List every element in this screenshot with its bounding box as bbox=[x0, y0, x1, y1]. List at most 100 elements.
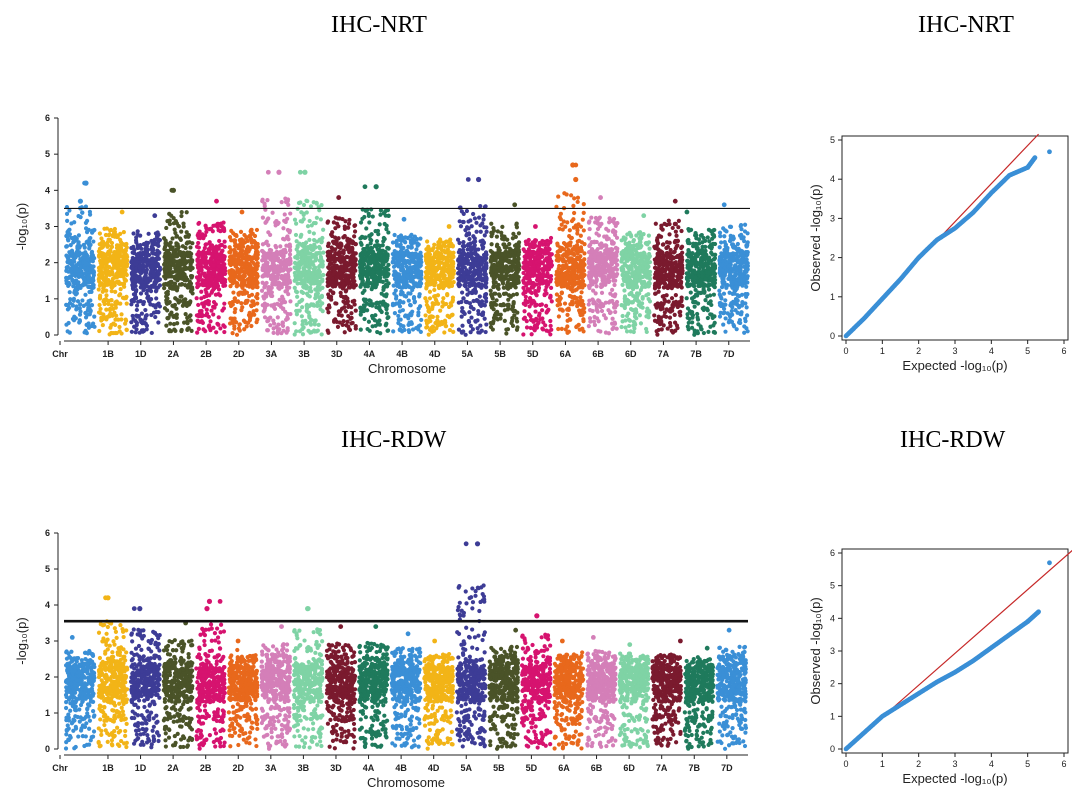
snp-point bbox=[123, 268, 128, 273]
snp-point bbox=[339, 274, 344, 279]
snp-point bbox=[283, 199, 289, 205]
snp-point bbox=[460, 277, 465, 282]
snp-point bbox=[98, 260, 103, 266]
snp-point bbox=[281, 280, 286, 285]
snp-point bbox=[171, 216, 176, 221]
snp-point bbox=[91, 239, 96, 244]
snp-point bbox=[385, 328, 391, 333]
snp-point bbox=[508, 294, 513, 299]
snp-point bbox=[307, 229, 312, 234]
snp-point bbox=[188, 313, 193, 318]
snp-point bbox=[255, 317, 260, 322]
snp-point bbox=[433, 320, 438, 326]
snp-point bbox=[139, 311, 144, 316]
snp-point bbox=[68, 253, 74, 258]
snp-point bbox=[462, 244, 467, 249]
snp-point bbox=[271, 261, 276, 266]
snp-point bbox=[364, 265, 369, 270]
snp-point bbox=[83, 292, 88, 297]
snp-point bbox=[307, 218, 312, 224]
snp-point bbox=[361, 259, 366, 264]
snp-point bbox=[179, 229, 184, 234]
snp-point bbox=[334, 257, 339, 262]
snp-point bbox=[238, 229, 244, 235]
snp-point bbox=[338, 254, 343, 259]
snp-point bbox=[328, 252, 333, 257]
snp-point bbox=[316, 295, 322, 300]
snp-point bbox=[424, 247, 429, 252]
snp-point bbox=[97, 275, 102, 280]
snp-point bbox=[106, 269, 112, 275]
snp-point bbox=[174, 274, 179, 279]
snp-point bbox=[287, 252, 293, 257]
snp-point bbox=[99, 318, 104, 323]
snp-point bbox=[345, 247, 350, 252]
snp-peak-point bbox=[214, 198, 219, 204]
snp-peak-point bbox=[152, 213, 158, 219]
snp-point bbox=[173, 296, 178, 301]
snp-point bbox=[157, 283, 163, 288]
snp-point bbox=[429, 278, 434, 283]
snp-point bbox=[71, 316, 76, 321]
snp-point bbox=[346, 285, 352, 290]
snp-point bbox=[472, 269, 477, 274]
snp-point bbox=[473, 250, 478, 255]
snp-point bbox=[386, 246, 391, 251]
snp-point bbox=[392, 232, 397, 238]
snp-point bbox=[134, 307, 139, 313]
snp-point bbox=[311, 237, 317, 243]
snp-point bbox=[455, 237, 461, 242]
snp-point bbox=[424, 258, 429, 263]
snp-point bbox=[369, 260, 374, 265]
snp-point bbox=[402, 277, 407, 282]
snp-point bbox=[335, 324, 341, 329]
snp-point bbox=[484, 322, 489, 327]
snp-point bbox=[292, 217, 298, 222]
snp-point bbox=[489, 234, 494, 239]
snp-point bbox=[212, 270, 217, 276]
snp-point bbox=[179, 329, 184, 334]
snp-point bbox=[307, 237, 312, 242]
snp-point bbox=[270, 272, 275, 277]
snp-point bbox=[184, 230, 189, 235]
snp-point bbox=[84, 230, 90, 235]
chromosome-3D bbox=[325, 195, 358, 335]
snp-point bbox=[300, 305, 305, 310]
snp-point bbox=[447, 273, 452, 278]
snp-point bbox=[412, 299, 418, 304]
snp-point bbox=[417, 270, 422, 275]
snp-point bbox=[175, 254, 180, 259]
chromosome-3A bbox=[259, 169, 293, 336]
chromosome-1A bbox=[64, 180, 97, 336]
snp-point bbox=[427, 296, 433, 301]
snp-point bbox=[67, 305, 72, 310]
snp-point bbox=[69, 274, 74, 279]
snp-point bbox=[164, 225, 169, 231]
snp-point bbox=[418, 304, 423, 309]
snp-point bbox=[165, 219, 170, 224]
snp-point bbox=[75, 245, 80, 250]
snp-point bbox=[461, 247, 466, 253]
snp-point bbox=[373, 280, 378, 285]
snp-point bbox=[481, 272, 487, 277]
snp-point bbox=[203, 223, 208, 228]
snp-point bbox=[282, 247, 288, 252]
snp-point bbox=[164, 323, 169, 328]
snp-point bbox=[397, 309, 403, 314]
snp-point bbox=[209, 308, 214, 313]
snp-point bbox=[467, 236, 472, 242]
snp-point bbox=[449, 323, 455, 328]
snp-point bbox=[451, 271, 456, 276]
snp-point bbox=[232, 280, 237, 285]
snp-point bbox=[203, 233, 208, 238]
snp-point bbox=[104, 307, 109, 312]
snp-point bbox=[352, 229, 358, 234]
snp-point bbox=[107, 307, 113, 313]
snp-point bbox=[97, 254, 102, 259]
snp-point bbox=[392, 291, 397, 296]
snp-point bbox=[313, 245, 318, 250]
snp-point bbox=[216, 315, 221, 320]
snp-point bbox=[115, 243, 121, 248]
chromosome-4B bbox=[390, 216, 424, 335]
